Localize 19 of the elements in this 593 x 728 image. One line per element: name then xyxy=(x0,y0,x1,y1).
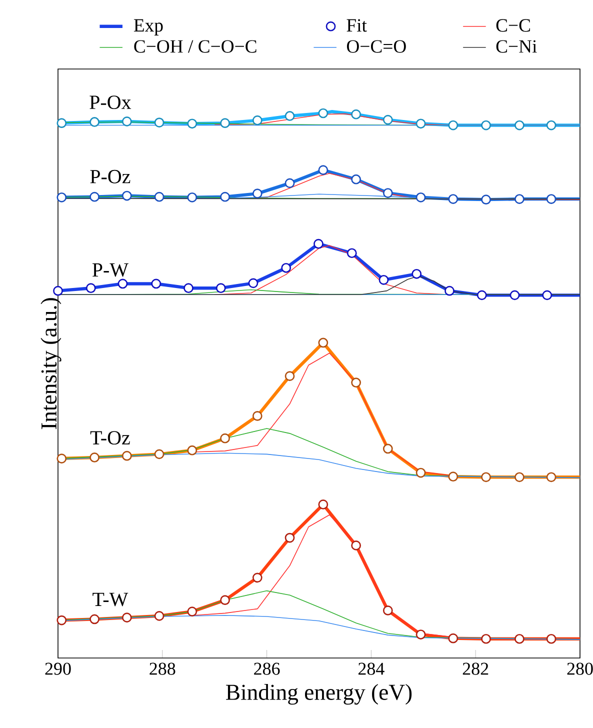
annotation: P-W xyxy=(92,263,128,277)
annotation: P-Oz xyxy=(90,170,130,184)
x-tick-label: 290 xyxy=(45,662,71,675)
legend-label: C−C xyxy=(496,19,530,32)
x-tick-label: 288 xyxy=(150,662,176,675)
y-axis-title: Intensity (a.u.) xyxy=(40,298,62,430)
legend-label: C−Ni xyxy=(496,40,537,53)
annotation: T-W xyxy=(92,592,128,606)
legend-label: Exp xyxy=(134,19,163,36)
x-tick-label: 280 xyxy=(567,662,593,675)
x-tick-label: 286 xyxy=(254,662,280,675)
x-axis-title: Binding energy (eV) xyxy=(226,684,412,705)
legend-label: O−C=O xyxy=(346,40,406,53)
annotation: T-Oz xyxy=(90,431,130,445)
x-tick-label: 282 xyxy=(462,662,488,675)
x-tick-label: 284 xyxy=(358,662,384,675)
legend-label: Fit xyxy=(346,19,367,32)
legend-label: C−OH / C−O−C xyxy=(134,40,256,53)
text: P-Ox xyxy=(90,96,132,110)
